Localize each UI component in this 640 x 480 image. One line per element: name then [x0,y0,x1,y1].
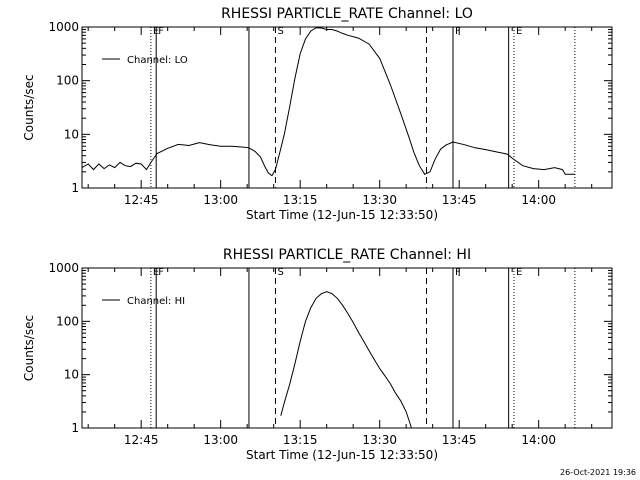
event-marker-label: E [516,26,522,37]
series-line-0 [81,27,575,177]
x-axis-label: Start Time (12-Jun-15 12:33:50) [246,208,438,222]
x-tick-label: 13:30 [362,193,397,207]
x-tick-label: 13:45 [442,193,477,207]
x-tick-label: 12:45 [124,193,159,207]
y-axis-label: Counts/sec [22,315,36,381]
x-tick-label: 13:00 [203,433,238,447]
x-axis-label: Start Time (12-Jun-15 12:33:50) [246,448,438,462]
x-tick-label: 14:00 [521,433,556,447]
y-tick-label: 1000 [48,261,79,275]
event-marker-label: F [158,26,164,37]
x-tick-label: 14:00 [521,193,556,207]
x-tick-label: 13:15 [283,433,318,447]
chart-title: RHESSI PARTICLE_RATE Channel: HI [223,247,471,263]
event-marker-label: F [455,26,461,37]
x-tick-label: 13:30 [362,433,397,447]
x-tick-label: 13:45 [442,433,477,447]
event-marker-label: F [158,267,164,278]
event-marker-label: F [455,267,461,278]
chart-title: RHESSI PARTICLE_RATE Channel: LO [221,6,473,22]
chart-panel-lo: RHESSI PARTICLE_RATE Channel: LO 1 10 100 10… [22,6,613,222]
event-marker-label: S [277,26,283,37]
event-marker-label: S [277,267,283,278]
y-tick-label: 100 [56,314,79,328]
legend-label: Channel: HI [127,296,185,307]
y-tick-label: 1 [71,421,79,435]
plot-frame [81,26,613,189]
x-tick-label: 13:00 [203,193,238,207]
event-marker-label: E [516,267,522,278]
y-tick-label: 1 [71,181,79,195]
timestamp-label: 26-Oct-2021 19:36 [560,468,636,477]
y-tick-label: 10 [64,368,79,382]
plot-frame [81,267,613,429]
series-line-0 [280,291,412,429]
y-tick-label: 100 [56,74,79,88]
y-tick-label: 10 [64,127,79,141]
y-tick-label: 1000 [48,20,79,34]
x-tick-label: 12:45 [124,433,159,447]
chart-panel-hi: RHESSI PARTICLE_RATE Channel: HI 1 10 100 10… [22,247,613,462]
y-axis-label: Counts/sec [22,74,36,140]
legend-label: Channel: LO [127,55,188,66]
x-tick-label: 13:15 [283,193,318,207]
